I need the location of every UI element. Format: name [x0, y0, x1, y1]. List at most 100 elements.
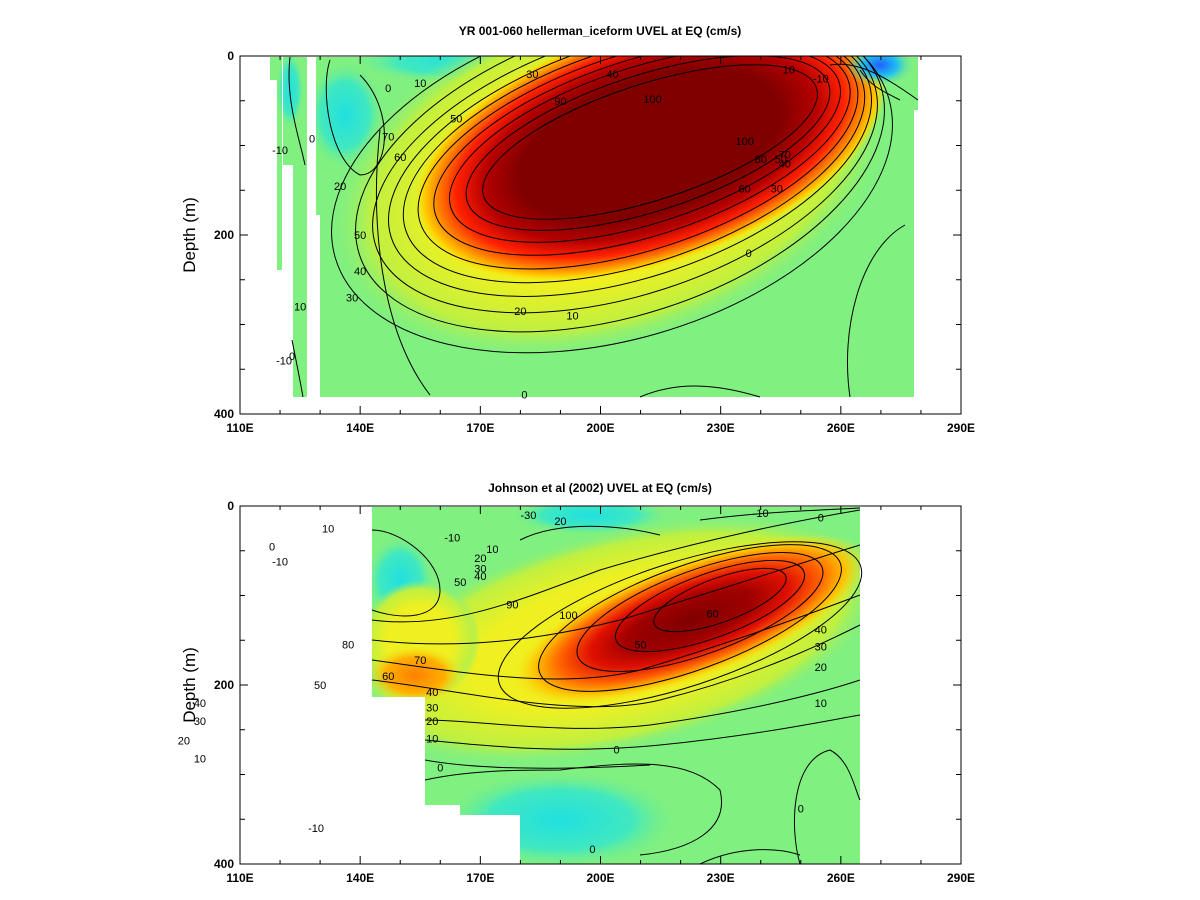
contour-label: 30	[526, 69, 538, 81]
contour-label: 20	[474, 553, 486, 565]
x-tick-label: 230E	[707, 871, 735, 885]
panel2-mask	[460, 815, 520, 864]
contour-label: -10	[272, 145, 288, 157]
contour-label: 20	[178, 735, 190, 747]
contour-label: -10	[813, 73, 829, 85]
y-tick-label: 400	[214, 407, 234, 421]
panel2-mask	[372, 697, 425, 864]
contour-label: 70	[414, 655, 426, 667]
panel2-jet-core	[510, 533, 870, 707]
contour-label: 40	[815, 625, 827, 637]
contour-label: 80	[755, 154, 767, 166]
contour-label: -10	[753, 508, 769, 520]
x-tick-label: 110E	[226, 421, 253, 435]
y-tick-label: 200	[214, 678, 234, 692]
contour-label: 50	[454, 577, 466, 589]
panel1-y-tick-labels: 0 200 400	[214, 49, 234, 421]
panel1-title: YR 001-060 hellerman_iceform UVEL at EQ …	[459, 24, 742, 38]
contour-label: 0	[818, 513, 824, 525]
y-tick-label: 0	[227, 49, 234, 63]
contour-label: 20	[514, 306, 526, 318]
contour-label: 10	[322, 523, 334, 535]
contour-label: -10	[272, 556, 288, 568]
contour-label: 10	[414, 78, 426, 90]
contour-label: 30	[194, 716, 206, 728]
panel-model: YR 001-060 hellerman_iceform UVEL at EQ …	[180, 24, 975, 435]
contour-label: 20	[426, 716, 438, 728]
contour-label: 10	[194, 753, 206, 765]
contour-label: 40	[779, 158, 791, 170]
contour-label: 0	[613, 744, 619, 756]
panel1-mask	[282, 57, 283, 167]
x-tick-label: 200E	[586, 871, 614, 885]
contour-label: 10	[815, 698, 827, 710]
contour-label: 60	[739, 183, 751, 195]
panel1-ticks	[239, 55, 962, 415]
contour-label: -10	[308, 823, 324, 835]
x-tick-label: 260E	[827, 421, 855, 435]
contour-label: -10	[276, 355, 292, 367]
x-tick-label: 110E	[226, 871, 253, 885]
contour-label: 40	[194, 698, 206, 710]
contour-label: 40	[426, 687, 438, 699]
panel2-mask	[425, 805, 460, 864]
contour-label: 0	[309, 133, 315, 145]
panel2-heatmap	[240, 506, 961, 864]
x-tick-label: 140E	[346, 421, 374, 435]
x-tick-label: 140E	[346, 871, 374, 885]
x-tick-label: 170E	[466, 871, 494, 885]
panel1-field	[283, 57, 307, 397]
panel2-mask	[240, 506, 372, 864]
contour-label: 30	[771, 183, 783, 195]
panel1-mask	[914, 110, 918, 400]
contour-label: 20	[334, 181, 346, 193]
contour-label: 0	[289, 351, 295, 363]
contour-label: 100	[559, 610, 577, 622]
contour-label: 0	[746, 248, 752, 260]
panel2-title: Johnson et al (2002) UVEL at EQ (cm/s)	[488, 481, 712, 495]
panel-observations: Johnson et al (2002) UVEL at EQ (cm/s)	[178, 481, 975, 885]
panel2-x-tick-labels: 110E 140E 170E 200E 230E 260E 290E	[226, 871, 975, 885]
y-tick-label: 400	[214, 857, 234, 871]
contour-label: 60	[707, 608, 719, 620]
panel1-mask	[307, 56, 316, 414]
y-tick-label: 200	[214, 228, 234, 242]
contour-label: 40	[606, 69, 618, 81]
contour-label: 0	[437, 762, 443, 774]
contour-label: 70	[779, 149, 791, 161]
panel1-mask	[240, 397, 961, 414]
x-tick-label: 230E	[707, 421, 735, 435]
contour-label: 80	[342, 640, 354, 652]
panel2-mask	[860, 506, 961, 864]
panel1-heatmap	[240, 56, 961, 414]
contour-label: 0	[521, 389, 527, 401]
contour-label: 0	[269, 541, 275, 553]
contour-label: 40	[354, 266, 366, 278]
contour-label: 10	[486, 544, 498, 556]
contour-label: 20	[554, 516, 566, 528]
contour-label: 50	[314, 680, 326, 692]
contour-label: 30	[346, 293, 358, 305]
panel1-blue-patch	[845, 56, 915, 87]
contour-label: 10	[426, 734, 438, 746]
contour-label: 40	[474, 571, 486, 583]
contour-label: 50	[354, 230, 366, 242]
contour-label: -10	[444, 532, 460, 544]
contour-label: 60	[382, 671, 394, 683]
contour-label: 50	[775, 154, 787, 166]
contour-label: 10	[566, 311, 578, 323]
x-tick-label: 200E	[586, 421, 614, 435]
x-tick-label: 260E	[827, 871, 855, 885]
contour-label: 10	[783, 64, 795, 76]
contour-label: 10	[294, 302, 306, 314]
contour-label: 0	[589, 844, 595, 856]
contour-label: 100	[736, 136, 754, 148]
panel2-y-axis-label: Depth (m)	[180, 647, 199, 723]
panel1-y-axis-label: Depth (m)	[180, 197, 199, 273]
x-tick-label: 170E	[466, 421, 494, 435]
panel2-y-tick-labels: 0 200 400	[214, 499, 234, 871]
x-tick-label: 290E	[947, 871, 975, 885]
